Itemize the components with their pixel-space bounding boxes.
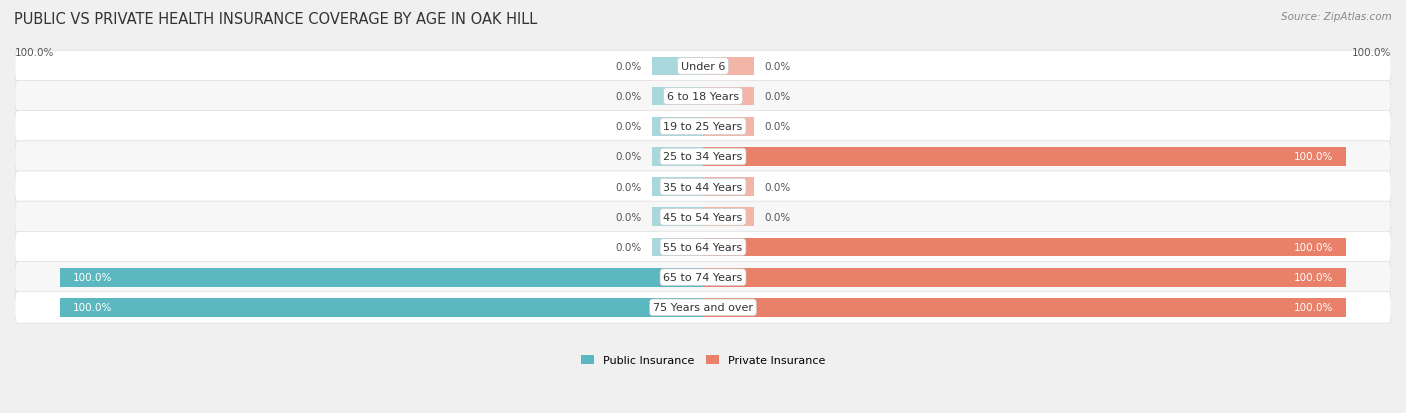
Text: Source: ZipAtlas.com: Source: ZipAtlas.com (1281, 12, 1392, 22)
Text: 0.0%: 0.0% (616, 62, 643, 72)
FancyBboxPatch shape (15, 51, 1391, 83)
Bar (651, 238, 703, 257)
FancyBboxPatch shape (15, 232, 1391, 263)
Text: 100.0%: 100.0% (1294, 152, 1333, 162)
Text: 0.0%: 0.0% (616, 212, 643, 222)
Text: 0.0%: 0.0% (763, 182, 790, 192)
FancyBboxPatch shape (15, 171, 1391, 203)
FancyBboxPatch shape (15, 262, 1391, 293)
Bar (703, 298, 1346, 317)
Text: 0.0%: 0.0% (616, 92, 643, 102)
Text: 0.0%: 0.0% (763, 122, 790, 132)
Text: 100.0%: 100.0% (1294, 242, 1333, 252)
Bar (703, 88, 755, 106)
Bar (703, 208, 755, 227)
Text: 75 Years and over: 75 Years and over (652, 303, 754, 313)
Bar (703, 238, 1346, 257)
Text: PUBLIC VS PRIVATE HEALTH INSURANCE COVERAGE BY AGE IN OAK HILL: PUBLIC VS PRIVATE HEALTH INSURANCE COVER… (14, 12, 537, 27)
Text: 0.0%: 0.0% (616, 122, 643, 132)
Bar (703, 118, 755, 136)
Text: 100.0%: 100.0% (73, 303, 112, 313)
Bar (703, 57, 755, 76)
Text: 100.0%: 100.0% (73, 273, 112, 282)
Text: 100.0%: 100.0% (15, 48, 55, 58)
FancyBboxPatch shape (15, 202, 1391, 233)
Text: 100.0%: 100.0% (1294, 273, 1333, 282)
Bar (703, 178, 755, 197)
Text: 65 to 74 Years: 65 to 74 Years (664, 273, 742, 282)
Text: 0.0%: 0.0% (616, 182, 643, 192)
Text: 100.0%: 100.0% (1294, 303, 1333, 313)
Bar (703, 268, 1346, 287)
Bar (651, 208, 703, 227)
Bar (60, 298, 703, 317)
Text: 100.0%: 100.0% (1351, 48, 1391, 58)
Bar (651, 57, 703, 76)
Text: 35 to 44 Years: 35 to 44 Years (664, 182, 742, 192)
Bar (60, 268, 703, 287)
Bar (651, 118, 703, 136)
Text: 19 to 25 Years: 19 to 25 Years (664, 122, 742, 132)
Bar (651, 148, 703, 166)
Text: 0.0%: 0.0% (763, 212, 790, 222)
Text: 25 to 34 Years: 25 to 34 Years (664, 152, 742, 162)
Text: 0.0%: 0.0% (616, 242, 643, 252)
Text: 0.0%: 0.0% (616, 152, 643, 162)
Text: Under 6: Under 6 (681, 62, 725, 72)
Bar (651, 88, 703, 106)
FancyBboxPatch shape (15, 292, 1391, 323)
FancyBboxPatch shape (15, 81, 1391, 112)
Text: 55 to 64 Years: 55 to 64 Years (664, 242, 742, 252)
Text: 45 to 54 Years: 45 to 54 Years (664, 212, 742, 222)
Bar (651, 178, 703, 197)
Bar (703, 148, 1346, 166)
Text: 0.0%: 0.0% (763, 92, 790, 102)
Text: 6 to 18 Years: 6 to 18 Years (666, 92, 740, 102)
Text: 0.0%: 0.0% (763, 62, 790, 72)
FancyBboxPatch shape (15, 141, 1391, 173)
Legend: Public Insurance, Private Insurance: Public Insurance, Private Insurance (576, 351, 830, 370)
FancyBboxPatch shape (15, 112, 1391, 142)
